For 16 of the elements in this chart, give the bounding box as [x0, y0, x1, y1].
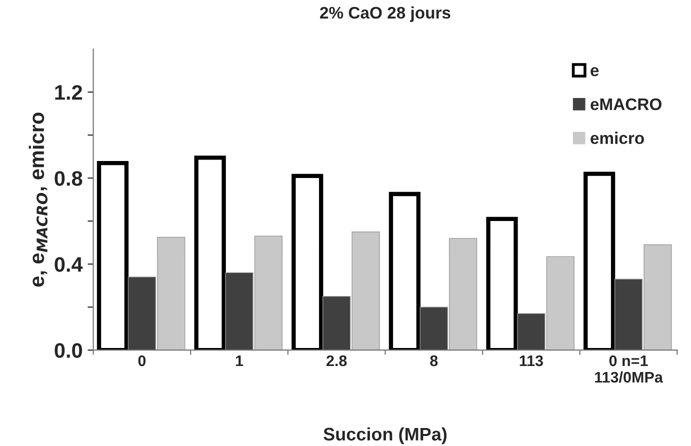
x-tick-label: 2.8: [326, 355, 347, 366]
chart-title: 2% CaO 28 jours: [320, 6, 450, 22]
y-tick-label: 0.8: [54, 171, 82, 186]
x-tick-label: 8: [430, 355, 438, 366]
x-axis-title: Succion (MPa): [324, 427, 447, 444]
legend-label: eMACRO: [590, 98, 662, 110]
legend-label: emicro: [590, 132, 644, 144]
y-tick-label: 0.4: [54, 257, 83, 272]
y-axis-title: e, e$_{MACRO}$, emicro: [28, 112, 48, 287]
x-tick-label: 1: [236, 356, 244, 366]
x-tick-label: 0: [138, 355, 146, 366]
legend-label: e: [590, 67, 599, 76]
y-tick-label: 0.0: [54, 343, 82, 358]
y-tick-label: 1.2: [55, 85, 82, 100]
x-tick-label: 0 n=1 113/0MPa: [595, 355, 664, 383]
x-tick-label: 113: [520, 355, 543, 366]
